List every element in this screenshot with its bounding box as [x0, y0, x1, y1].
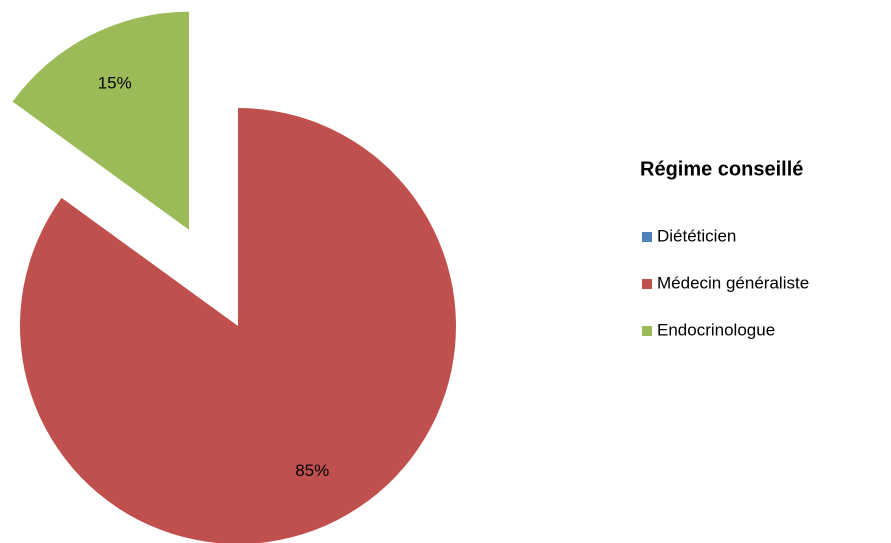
data-label: 85%	[295, 461, 329, 480]
data-label: 15%	[98, 74, 132, 93]
legend-swatch	[642, 326, 652, 336]
legend-label: Médecin généraliste	[657, 273, 809, 292]
legend-swatch	[642, 279, 652, 289]
legend-label: Diététicien	[657, 226, 736, 245]
legend-title: Régime conseillé	[640, 158, 803, 180]
pie-slice	[12, 11, 189, 230]
legend-label: Endocrinologue	[657, 320, 775, 339]
legend-swatch	[642, 232, 652, 242]
pie-slice	[20, 108, 456, 543]
